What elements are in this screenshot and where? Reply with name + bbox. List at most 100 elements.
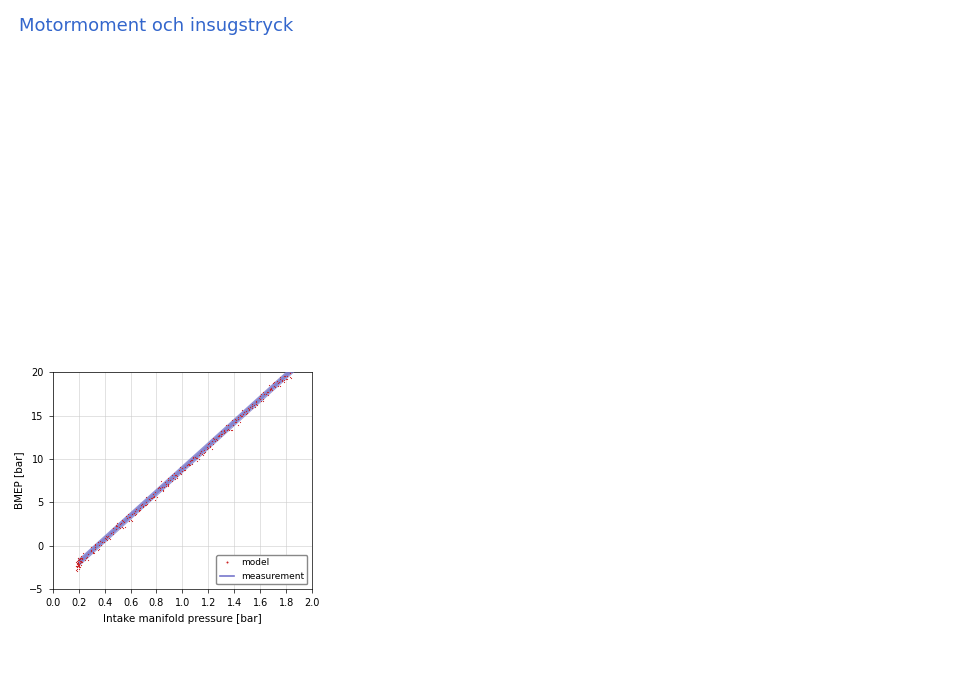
Point	[146, 492, 161, 502]
Point	[221, 424, 236, 435]
Point	[240, 408, 255, 418]
Point	[124, 515, 139, 526]
Point	[156, 484, 171, 495]
Point	[261, 386, 276, 397]
Point	[83, 546, 98, 556]
Point	[282, 368, 298, 378]
Point	[278, 374, 294, 385]
Point	[181, 459, 197, 470]
Point	[284, 366, 300, 376]
Point	[255, 393, 271, 404]
X-axis label: Intake manifold pressure [bar]: Intake manifold pressure [bar]	[103, 613, 262, 624]
Point	[70, 553, 85, 564]
Point	[234, 404, 250, 415]
Point	[284, 366, 300, 376]
Point	[72, 554, 87, 565]
Point	[141, 494, 156, 504]
Point	[70, 559, 85, 569]
Point	[132, 504, 148, 515]
Point	[172, 461, 187, 472]
Point	[127, 508, 142, 519]
Point	[261, 380, 276, 391]
Point	[160, 473, 176, 483]
Point	[294, 357, 309, 368]
Point	[162, 475, 178, 485]
Point	[68, 561, 84, 571]
Point	[189, 453, 204, 464]
Point	[203, 441, 218, 452]
Point	[108, 519, 124, 530]
Point	[120, 509, 135, 520]
Point	[283, 367, 299, 378]
Point	[129, 508, 144, 519]
Point	[235, 409, 251, 420]
Point	[287, 361, 302, 372]
Point	[69, 566, 84, 577]
Point	[69, 555, 84, 566]
Point	[167, 474, 182, 485]
Point	[184, 458, 200, 469]
Point	[69, 563, 84, 574]
Point	[70, 557, 85, 568]
Point	[249, 399, 264, 410]
Point	[211, 431, 227, 442]
Point	[155, 481, 170, 492]
Point	[225, 414, 240, 425]
Point	[197, 446, 212, 457]
Point	[303, 345, 319, 355]
Point	[75, 554, 90, 565]
Point	[241, 405, 256, 416]
Point	[144, 492, 159, 503]
Point	[117, 517, 132, 528]
Text: Motormoment och insugstryck: Motormoment och insugstryck	[19, 17, 294, 35]
Point	[300, 351, 316, 362]
Point	[191, 454, 206, 464]
Point	[69, 564, 84, 575]
Point	[222, 424, 237, 435]
Point	[180, 459, 196, 470]
Point	[231, 416, 247, 427]
Point	[70, 557, 85, 568]
Point	[75, 556, 90, 567]
Point	[230, 413, 246, 424]
Point	[72, 561, 87, 572]
Point	[266, 380, 281, 391]
Point	[232, 409, 248, 420]
Point	[219, 419, 234, 430]
Point	[74, 552, 89, 563]
Point	[144, 492, 159, 503]
Point	[274, 376, 289, 387]
Point	[138, 492, 154, 502]
Point	[210, 431, 226, 442]
Point	[276, 375, 292, 386]
Point	[233, 410, 249, 421]
Point	[167, 469, 182, 480]
Point	[69, 557, 84, 568]
Point	[93, 539, 108, 550]
Point	[158, 479, 174, 489]
Point	[300, 351, 315, 362]
Point	[92, 536, 108, 546]
Point	[74, 556, 89, 567]
Point	[80, 552, 95, 563]
Point	[138, 497, 154, 508]
Point	[121, 516, 136, 527]
Point	[150, 483, 165, 494]
Point	[71, 563, 86, 574]
Point	[277, 371, 293, 382]
Point	[217, 425, 232, 436]
Point	[69, 562, 84, 573]
Point	[245, 400, 260, 411]
Point	[279, 370, 295, 381]
Point	[128, 510, 143, 521]
Point	[71, 552, 86, 563]
Point	[145, 489, 160, 500]
Point	[184, 455, 200, 466]
Point	[247, 401, 262, 412]
Point	[221, 420, 236, 431]
Point	[274, 375, 289, 386]
Point	[305, 352, 321, 363]
Point	[265, 385, 280, 396]
Point	[160, 479, 176, 490]
Point	[224, 424, 239, 435]
